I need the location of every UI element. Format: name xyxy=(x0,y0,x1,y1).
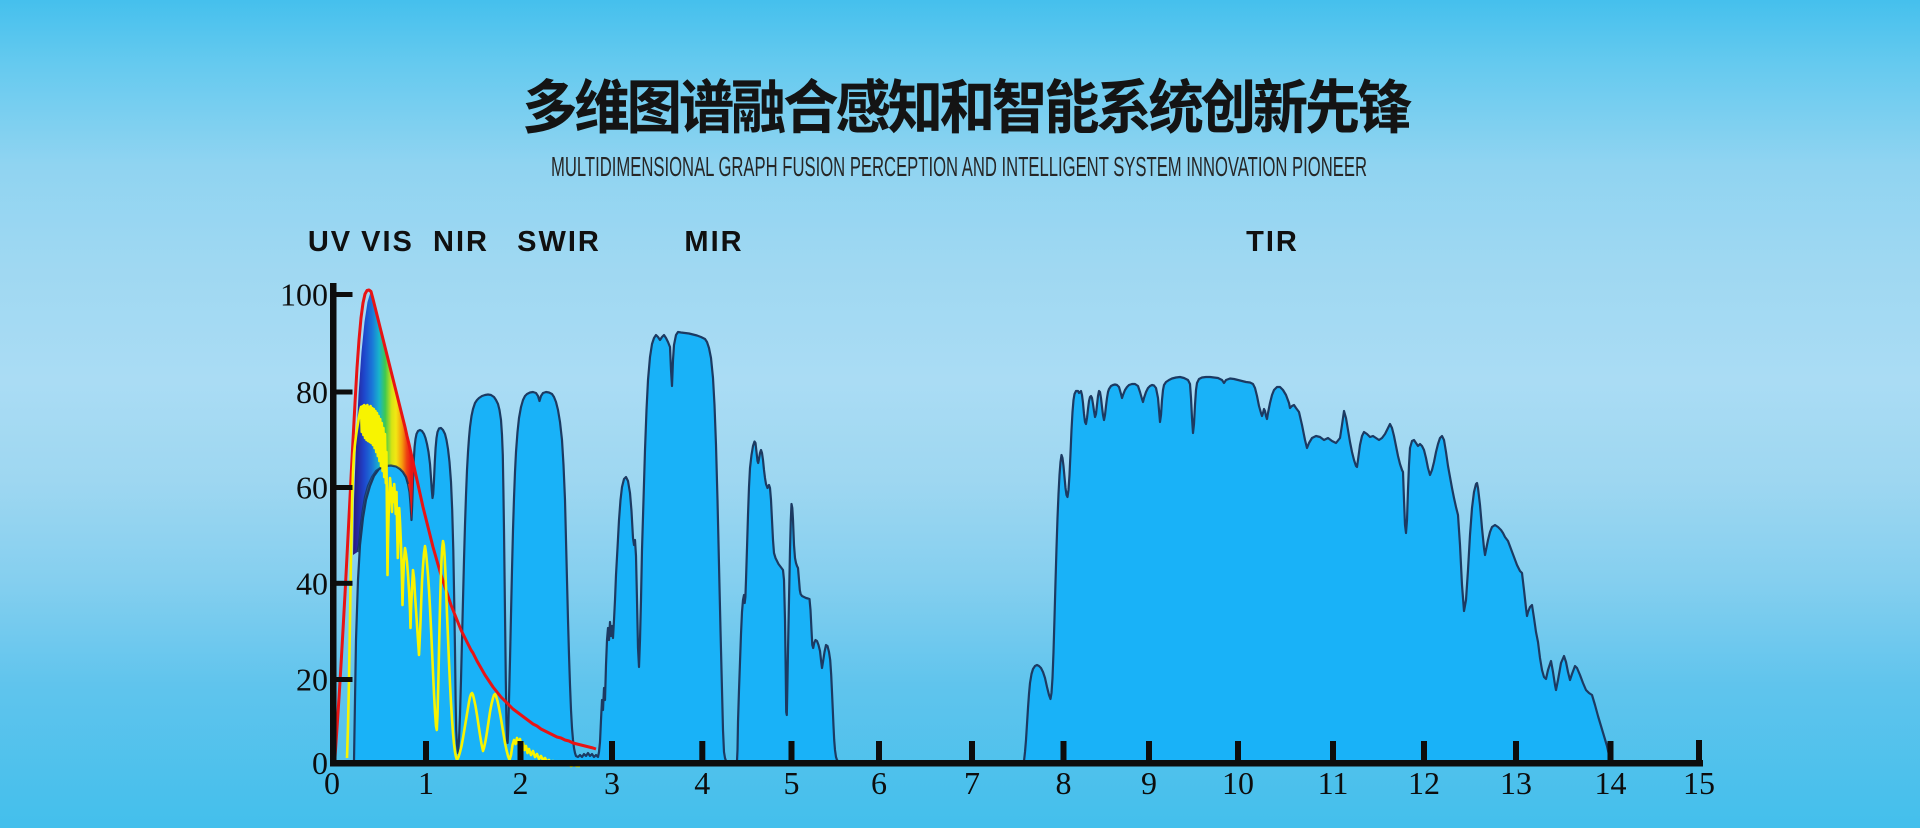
svg-text:7: 7 xyxy=(964,765,980,801)
svg-text:6: 6 xyxy=(871,765,887,801)
svg-text:0: 0 xyxy=(324,765,340,801)
svg-text:VIS: VIS xyxy=(361,226,414,258)
svg-text:SWIR: SWIR xyxy=(517,226,601,258)
svg-text:13: 13 xyxy=(1500,765,1532,801)
svg-text:0: 0 xyxy=(312,745,328,781)
svg-text:15: 15 xyxy=(1683,765,1715,801)
svg-text:60: 60 xyxy=(296,470,328,506)
svg-text:MIR: MIR xyxy=(684,226,743,258)
svg-text:40: 40 xyxy=(296,565,328,601)
svg-text:1: 1 xyxy=(418,765,434,801)
svg-text:14: 14 xyxy=(1595,765,1627,801)
svg-text:11: 11 xyxy=(1318,765,1349,801)
svg-text:5: 5 xyxy=(784,765,800,801)
svg-text:10: 10 xyxy=(1222,765,1254,801)
svg-text:100: 100 xyxy=(280,277,328,313)
svg-text:3: 3 xyxy=(604,765,620,801)
svg-text:9: 9 xyxy=(1141,765,1157,801)
svg-text:4: 4 xyxy=(694,765,710,801)
svg-text:8: 8 xyxy=(1056,765,1072,801)
svg-text:NIR: NIR xyxy=(433,226,489,258)
svg-text:MULTIDIMENSIONAL GRAPH FUSION: MULTIDIMENSIONAL GRAPH FUSION PERCEPTION… xyxy=(551,151,1367,182)
svg-text:TIR: TIR xyxy=(1246,226,1299,258)
svg-text:2: 2 xyxy=(513,765,529,801)
svg-text:UV: UV xyxy=(308,226,352,258)
svg-text:20: 20 xyxy=(296,662,328,698)
svg-text:80: 80 xyxy=(296,374,328,410)
svg-text:12: 12 xyxy=(1408,765,1440,801)
